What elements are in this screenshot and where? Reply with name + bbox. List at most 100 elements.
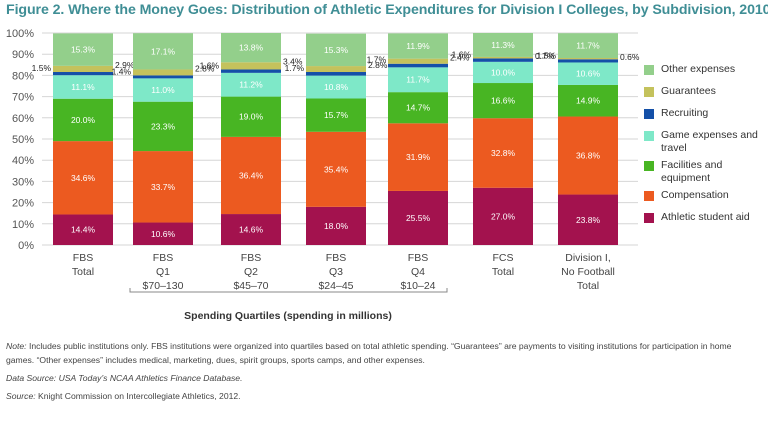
- bar-segment: [558, 194, 618, 245]
- x-tick-label: FCS: [493, 252, 514, 264]
- data-label: 1.7%: [367, 55, 387, 65]
- data-label: 35.4%: [324, 164, 349, 174]
- bar-segment: [558, 59, 618, 63]
- bar-segment: [388, 67, 448, 93]
- data-label: 11.0%: [151, 85, 175, 95]
- legend-label: Other expenses: [661, 63, 736, 75]
- bar-stack: 14.6% 36.4% 19.0% 11.2% 1.6% 3.4% 13.8%: [200, 33, 303, 245]
- data-label: 1.5%: [537, 50, 557, 60]
- y-tick-label: 20%: [12, 198, 34, 210]
- bar-segment: [558, 84, 618, 117]
- data-label: 27.0%: [491, 211, 516, 221]
- data-source-rest: ’s NCAA Athletics Finance Database.: [101, 373, 243, 383]
- data-label: 11.1%: [71, 82, 95, 92]
- bar-segment: [221, 69, 281, 73]
- bar-segment: [133, 69, 193, 76]
- y-tick-label: 90%: [12, 49, 34, 61]
- notes: Note: Includes public institutions only.…: [6, 339, 746, 407]
- data-source-label: Data Source:: [6, 373, 57, 383]
- data-label: 36.4%: [239, 170, 264, 180]
- bar-segment: [306, 131, 366, 207]
- data-label: 10.6%: [151, 229, 176, 239]
- note-text: Includes public institutions only. FBS i…: [6, 341, 732, 365]
- legend-item: Guarantees: [644, 84, 768, 106]
- legend-swatch: [644, 161, 654, 171]
- bar-segment: [473, 33, 533, 57]
- data-label: 19.0%: [239, 112, 264, 122]
- bar-stack: 23.8% 36.8% 14.9% 10.6% 1.5% 0.6% 11.7%: [537, 33, 640, 245]
- x-tick-label: FBS: [241, 252, 261, 264]
- bar-segment: [306, 98, 366, 132]
- legend-label: Athletic student aid: [661, 211, 750, 223]
- data-label: 14.7%: [406, 103, 431, 113]
- data-label: 23.8%: [576, 215, 601, 225]
- y-tick-label: 40%: [12, 155, 34, 167]
- bar-segment: [306, 66, 366, 73]
- x-tick-label: $24–45: [318, 280, 353, 292]
- data-label: 2.8%: [195, 63, 215, 73]
- bar-segment: [133, 101, 193, 152]
- bar-stack: 27.0% 32.8% 16.6% 10.0% 1.6% 0.7% 11.3%: [452, 33, 555, 245]
- data-label: 2.9%: [115, 60, 135, 70]
- legend-label: Recruiting: [661, 107, 709, 119]
- source-text: Knight Commission on Intercollegiate Ath…: [38, 391, 241, 401]
- bar-segment: [53, 98, 113, 142]
- data-label: 32.8%: [491, 148, 516, 158]
- bar-segment: [221, 33, 281, 63]
- data-label: 25.5%: [406, 213, 431, 223]
- bar-segment: [306, 206, 366, 245]
- y-tick-label: 70%: [12, 92, 34, 104]
- bar-segment: [473, 61, 533, 84]
- x-tick-label: FBS: [73, 252, 93, 264]
- data-label: 11.7%: [406, 75, 430, 85]
- x-tick-label: Q4: [411, 266, 425, 278]
- bar-segment: [53, 141, 113, 215]
- note-paragraph: Note: Includes public institutions only.…: [6, 339, 746, 367]
- data-label: 1.6%: [452, 49, 472, 59]
- bar-segment: [53, 214, 113, 245]
- legend-item: Game expenses and travel: [644, 128, 768, 158]
- x-tick-label: Total: [72, 266, 94, 278]
- bar-segment: [558, 62, 618, 85]
- data-label: 18.0%: [324, 221, 349, 231]
- data-label: 1.5%: [32, 63, 52, 73]
- bar-segment: [473, 187, 533, 245]
- bar-segment: [53, 75, 113, 99]
- data-label: 10.6%: [576, 69, 601, 79]
- bar-segment: [221, 62, 281, 70]
- x-tick-label: $10–24: [400, 280, 435, 292]
- legend-item: Athletic student aid: [644, 210, 768, 240]
- data-label: 14.4%: [71, 225, 96, 235]
- data-label: 14.9%: [576, 96, 601, 106]
- legend-label: Game expenses and travel: [661, 129, 758, 154]
- legend-item: Compensation: [644, 188, 768, 210]
- bar-segment: [306, 33, 366, 67]
- y-tick-label: 80%: [12, 70, 34, 82]
- note-label: Note:: [6, 341, 27, 351]
- x-tick-label: Q2: [244, 266, 258, 278]
- data-label: 11.2%: [239, 80, 263, 90]
- bar-segment: [388, 92, 448, 124]
- y-tick-label: 60%: [12, 113, 34, 125]
- x-tick-label: $70–130: [143, 280, 184, 292]
- bar-segment: [53, 33, 113, 66]
- bar-segment: [473, 83, 533, 119]
- data-label: 10.0%: [491, 67, 516, 77]
- data-label: 1.7%: [285, 63, 305, 73]
- data-label: 17.1%: [151, 46, 176, 56]
- data-source-italic: USA Today: [58, 373, 102, 383]
- x-tick-label: Total: [577, 280, 599, 292]
- bar-segment: [388, 58, 448, 64]
- bar-segment: [53, 72, 113, 76]
- stacked-bar-chart: 0% 10% 20% 30% 40% 50% 60% 70% 80% 90% 100% 14.4% 3…: [6, 28, 640, 322]
- y-tick-label: 10%: [12, 219, 34, 231]
- x-tick-label: Division I,: [565, 252, 611, 264]
- bar-segment: [388, 63, 448, 68]
- bar-segment: [133, 222, 193, 245]
- y-tick-label: 50%: [12, 134, 34, 146]
- data-label: 34.6%: [71, 173, 96, 183]
- legend-swatch: [644, 65, 654, 75]
- data-label: 20.0%: [71, 115, 96, 125]
- legend-swatch: [644, 213, 654, 223]
- bar-segment: [558, 33, 618, 59]
